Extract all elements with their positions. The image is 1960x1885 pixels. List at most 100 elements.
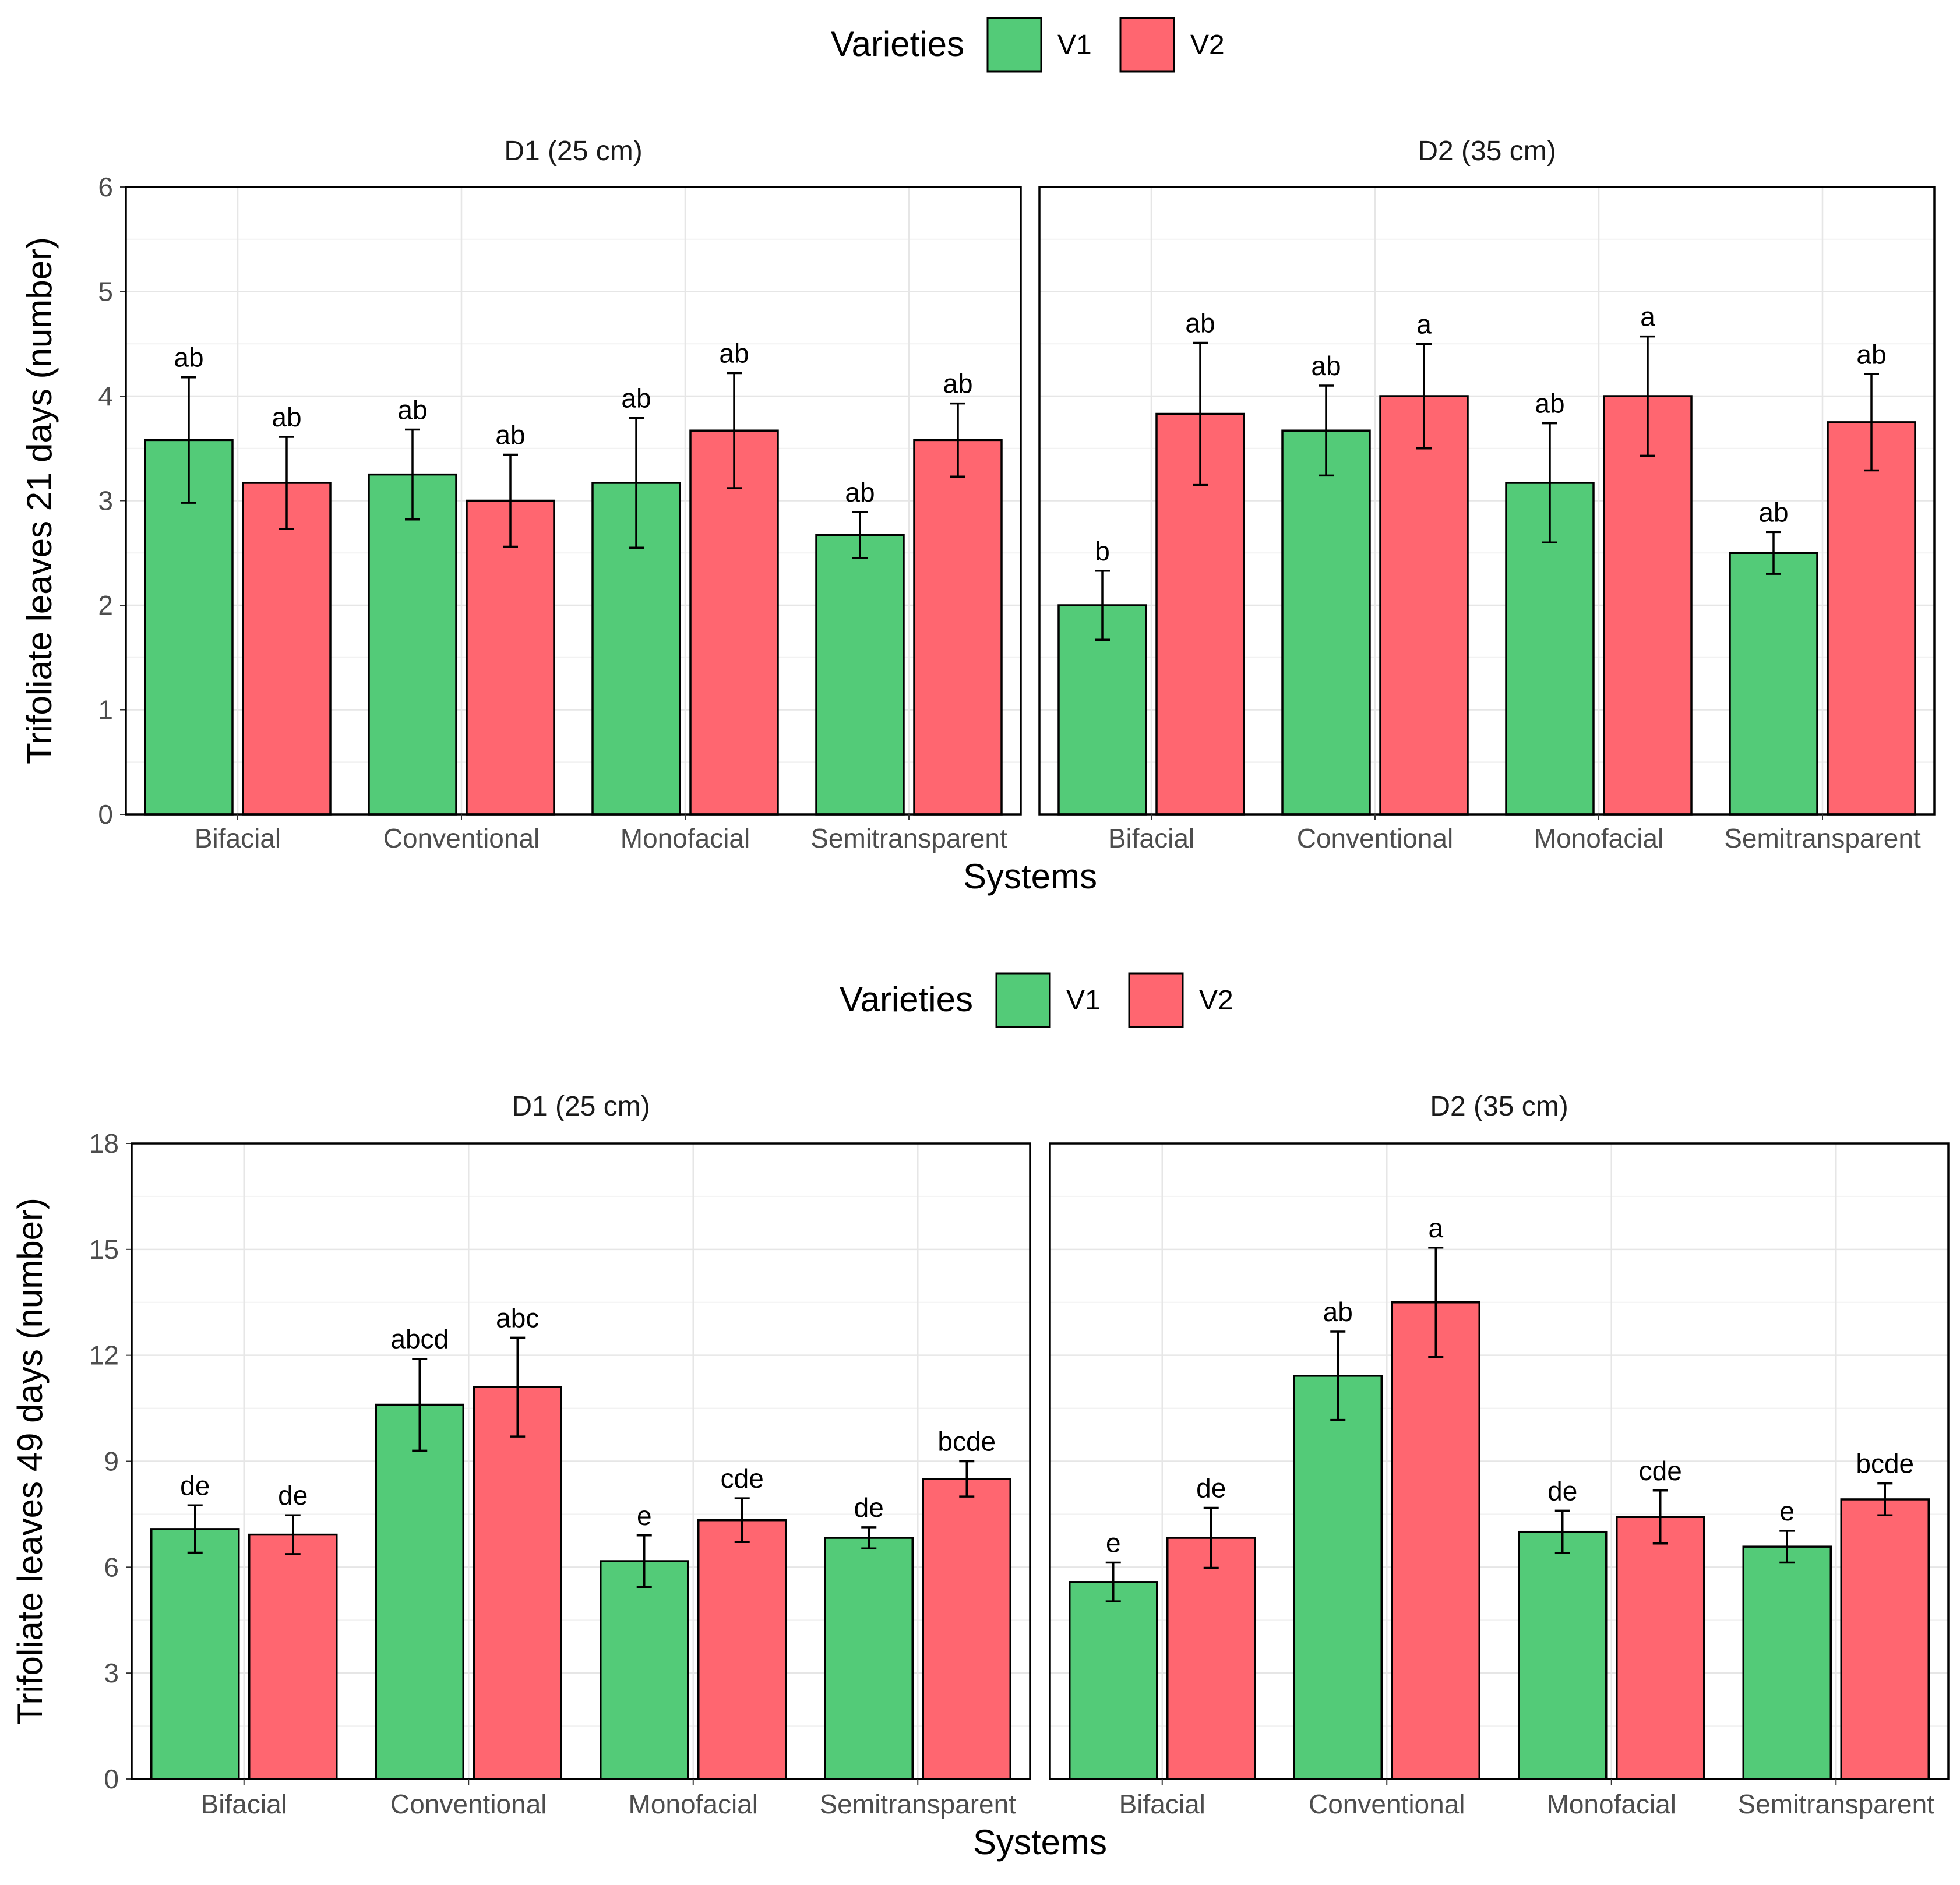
significance-label: ab (1758, 497, 1788, 527)
significance-label: bcde (937, 1427, 996, 1457)
x-tick-label: Bifacial (1108, 823, 1194, 853)
significance-label: de (1196, 1473, 1226, 1503)
bar-v2 (1379, 395, 1469, 816)
legend-label-v2: V2 (1199, 985, 1233, 1016)
significance-label: cde (1639, 1456, 1682, 1486)
x-tick-label: Monofacial (621, 823, 750, 853)
significance-label: ab (621, 383, 651, 414)
legend-key-v2 (1119, 17, 1175, 73)
panel-border (1049, 1142, 1950, 1780)
bar-v1 (375, 1403, 464, 1780)
facet-panel: D1 (25 cm) ab ab ab ab ab ab ab ab Bifacial Conven… (125, 136, 1022, 853)
significance-label: a (1416, 309, 1432, 339)
y-tick-label: 6 (104, 1552, 119, 1582)
significance-label: cde (721, 1463, 764, 1494)
y-tick-label: 0 (104, 1764, 119, 1794)
legend-key-v2 (1128, 972, 1184, 1028)
significance-label: e (1779, 1496, 1795, 1526)
facet-label: D2 (35 cm) (1418, 136, 1556, 167)
bar-v2 (913, 439, 1003, 816)
bar-v2 (922, 1478, 1011, 1780)
significance-label: ab (943, 369, 972, 399)
chart-1: Varieties V1 V2 0 1 2 3 4 5 6 Trifoliate leaves 21… (20, 17, 1936, 896)
y-tick-label: 6 (98, 172, 113, 202)
significance-label: ab (845, 477, 875, 507)
bar-v1 (1742, 1545, 1832, 1780)
significance-label: de (278, 1480, 308, 1510)
y-tick-label: 12 (89, 1340, 119, 1371)
significance-label: bcde (1856, 1449, 1914, 1479)
significance-label: ab (1856, 339, 1886, 369)
legend-title: Varieties (831, 24, 964, 63)
bar-v2 (1827, 421, 1916, 816)
bar-v1 (1281, 429, 1371, 816)
bar-v1 (1293, 1375, 1383, 1780)
x-axis-title: Systems (973, 1823, 1107, 1862)
y-tick-label: 15 (89, 1234, 119, 1265)
x-tick-label: Conventional (390, 1789, 547, 1819)
y-tick-label: 1 (98, 695, 113, 725)
panel-border (125, 186, 1022, 816)
x-tick-label: Conventional (1309, 1789, 1465, 1819)
bar-v2 (242, 482, 332, 816)
significance-label: ab (397, 394, 427, 425)
legend-label-v2: V2 (1190, 30, 1225, 61)
significance-label: ab (272, 402, 301, 432)
bar-v1 (600, 1560, 689, 1780)
y-tick-label: 3 (98, 486, 113, 516)
x-tick-label: Conventional (383, 823, 540, 853)
x-tick-label: Monofacial (1534, 823, 1663, 853)
x-tick-label: Monofacial (629, 1789, 758, 1819)
y-tick-label: 2 (98, 590, 113, 620)
significance-label: abc (496, 1302, 539, 1333)
x-tick-label: Monofacial (1547, 1789, 1676, 1819)
chart-2: Varieties V1 V2 0 3 6 9 12 15 18 Trifoliate leaves… (10, 972, 1950, 1862)
y-tick-label: 18 (89, 1128, 119, 1159)
significance-label: de (854, 1492, 884, 1523)
significance-label: e (1106, 1527, 1121, 1558)
y-tick-label: 5 (98, 277, 113, 307)
facet-label: D1 (25 cm) (512, 1091, 650, 1122)
legend-label-v1: V1 (1057, 30, 1092, 61)
x-axis-title: Systems (963, 857, 1097, 896)
significance-label: ab (174, 343, 203, 373)
legend-key-v1 (986, 17, 1042, 73)
x-tick-label: Conventional (1297, 823, 1454, 853)
significance-label: ab (1323, 1297, 1353, 1327)
significance-label: abcd (390, 1324, 449, 1354)
y-tick-label: 0 (98, 799, 113, 829)
significance-label: ab (495, 420, 525, 450)
bar-v2 (1616, 1516, 1705, 1780)
facet-label: D1 (25 cm) (504, 136, 642, 167)
significance-label: a (1428, 1213, 1443, 1243)
significance-label: de (180, 1470, 210, 1501)
legend-title: Varieties (840, 980, 973, 1019)
bar-v2 (1840, 1498, 1930, 1780)
bar-v1 (368, 473, 457, 816)
bar-v2 (473, 1386, 562, 1780)
bar-v1 (824, 1537, 914, 1780)
bar-v1 (150, 1528, 240, 1780)
panel-border (1038, 186, 1936, 816)
significance-label: de (1547, 1475, 1577, 1506)
y-tick-label: 4 (98, 381, 113, 411)
bar-v2 (466, 499, 555, 816)
significance-label: ab (1185, 308, 1215, 338)
legend: Varieties V1 V2 (840, 972, 1233, 1028)
bar-v2 (1603, 395, 1693, 816)
bar-v2 (1166, 1537, 1256, 1780)
significance-label: ab (719, 338, 749, 369)
bar-v2 (697, 1519, 787, 1780)
bar-v2 (1391, 1301, 1480, 1780)
facet-label: D2 (35 cm) (1430, 1091, 1568, 1122)
legend: Varieties V1 V2 (831, 17, 1225, 73)
y-axis-title: Trifoliate leaves 21 days (number) (20, 237, 59, 764)
facet-panel: D1 (25 cm) de abcd e de de abc cde bcde Bifacial C… (131, 1091, 1031, 1819)
legend-key-v1 (995, 972, 1051, 1028)
x-tick-label: Semitransparent (1738, 1789, 1935, 1819)
y-tick-label: 3 (104, 1658, 119, 1688)
x-tick-label: Bifacial (1119, 1789, 1205, 1819)
facet-panel: D2 (35 cm) b ab ab ab ab a a ab Bifacial Conventio… (1038, 136, 1936, 853)
